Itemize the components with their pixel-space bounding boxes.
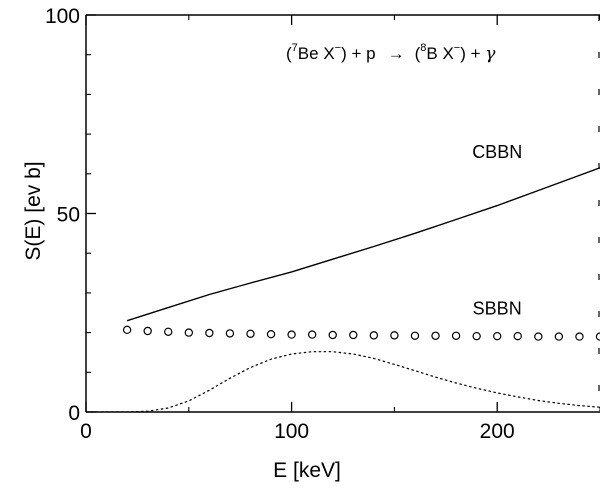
reaction-arrow: →	[388, 44, 405, 63]
reaction-b-close: ) +	[460, 44, 485, 63]
sbbn-point	[328, 330, 337, 340]
sbbn-point	[513, 331, 522, 341]
sbbn-label: SBBN	[473, 299, 522, 319]
reaction-b-text: B X	[426, 44, 453, 63]
reaction-be-mass: 7	[292, 42, 298, 54]
sbbn-point	[122, 325, 132, 335]
reaction-b-open: (	[415, 44, 421, 63]
sbbn-point	[410, 331, 420, 340]
reaction-lhs-close: ) + p	[341, 44, 376, 63]
sbbn-point	[431, 331, 440, 340]
cbbn-series-line	[126, 167, 600, 322]
sbbn-point	[369, 331, 379, 340]
sbbn-point	[472, 331, 481, 341]
sbbn-point	[287, 330, 296, 339]
sbbn-point	[205, 328, 214, 338]
sbbn-point	[575, 332, 584, 341]
reaction-lhs-open: (	[286, 44, 292, 63]
cbbn-label: CBBN	[472, 142, 522, 162]
reaction-be-text: Be X	[298, 44, 335, 63]
sbbn-point	[390, 331, 399, 340]
reaction-equation: (7Be X−) + p → (8B X−) + γ	[286, 42, 496, 64]
sbbn-point	[554, 332, 564, 341]
y-axis-label: S(E) [ev b]	[22, 161, 45, 260]
reaction-be-minus: −	[335, 42, 341, 54]
reaction-gamma: γ	[485, 44, 496, 64]
sbbn-point	[246, 329, 255, 338]
axes-layer	[85, 14, 600, 413]
sbbn-point	[266, 329, 276, 339]
sbbn-point	[451, 331, 461, 340]
sbbn-point	[143, 326, 152, 336]
x-tick-label: 200	[480, 420, 515, 443]
sbbn-point	[164, 327, 173, 337]
y-tick-label: 100	[45, 5, 80, 28]
y-tick-label: 0	[68, 402, 80, 425]
sbbn-point	[225, 329, 235, 338]
reaction-b-minus: −	[454, 42, 460, 54]
data-layer	[86, 167, 600, 412]
x-tick-label: 0	[80, 420, 92, 443]
sbbn-point	[534, 332, 543, 341]
sbbn-point	[349, 330, 358, 340]
labels-layer: 0 100 200 0 50 100 CBBN SBBN	[45, 5, 522, 443]
x-tick-label: 100	[274, 420, 309, 443]
sbbn-point	[184, 328, 193, 337]
sbbn-point	[307, 330, 317, 339]
x-axis-label: E [keV]	[273, 459, 341, 482]
y-tick-label: 50	[57, 204, 80, 227]
sbbn-point	[595, 332, 600, 341]
reaction-b-mass: 8	[420, 42, 426, 54]
sbbn-point	[493, 331, 502, 341]
